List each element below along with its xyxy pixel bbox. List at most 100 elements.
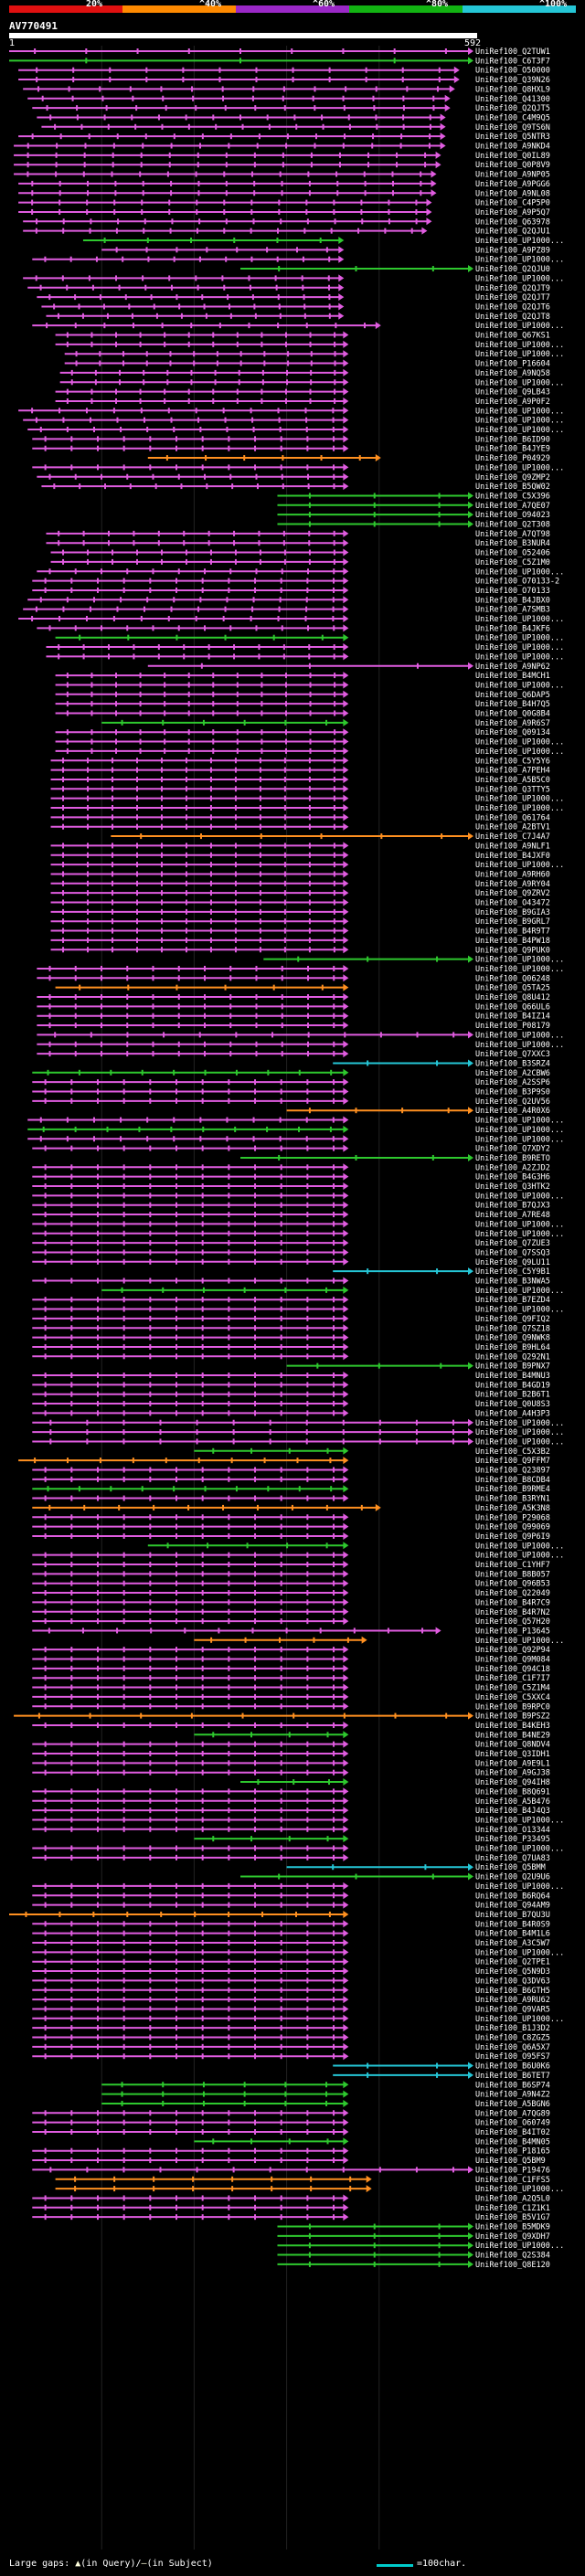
alignment-block [41,95,44,101]
alignment-block [280,1391,282,1397]
alignment-block [112,776,114,782]
alignment-block [334,360,336,366]
alignment-block [254,1656,257,1662]
hit-label: UniRef100_O43472 [475,899,550,908]
alignment-block [164,729,166,736]
alignment-block [58,653,60,660]
alignment-block [282,86,285,92]
alignment-block [333,1760,335,1766]
alignment-block [90,701,93,707]
alignment-block [122,1277,125,1284]
alignment-block [306,1552,309,1558]
alignment-block [169,360,172,366]
alignment-block [201,1807,204,1814]
alignment-block [280,1949,282,1956]
alignment-arrow [343,548,349,557]
hit-label: UniRef100_UP1000... [475,1816,564,1825]
alignment-block [96,1240,99,1246]
hit-label: UniRef100_C7J4A7 [475,832,550,842]
alignment-block [332,427,335,432]
alignment-block [44,1826,47,1832]
alignment-block [149,1467,152,1473]
alignment-block [209,928,212,934]
alignment-block [396,162,399,168]
alignment-block [176,2214,178,2221]
alignment-block [70,1845,73,1851]
alignment-block [333,1817,335,1823]
hit-label: UniRef100_B4G3H6 [475,1173,550,1182]
alignment-block [254,2110,257,2116]
alignment-block [122,1193,125,1199]
alignment-block [160,86,163,92]
alignment-block [257,1779,260,1786]
alignment-block [306,1797,309,1804]
alignment-block [96,1495,99,1501]
alignment-block [201,1949,204,1956]
alignment-block [261,729,263,736]
alignment-block [149,1797,152,1804]
alignment-block [149,1608,152,1615]
alignment-block [306,1958,309,1965]
alignment-block [280,1562,282,1567]
alignment-block [149,1930,152,1936]
alignment-block [254,1145,257,1151]
alignment-block [333,2129,335,2135]
alignment-block [96,1532,99,1539]
alignment-block [281,994,283,1000]
alignment-block [280,1183,282,1189]
alignment-block [254,1902,257,1908]
alignment-block [146,1117,149,1123]
hit-label: UniRef100_Q22049 [475,1589,550,1598]
alignment-block [114,190,117,196]
alignment-block [182,67,185,73]
alignment-block [44,1902,47,1908]
alignment-block [201,1202,204,1208]
alignment-block [149,1249,152,1256]
alignment-block [150,294,153,301]
alignment-block [96,1088,99,1095]
alignment-block [209,862,212,868]
alignment-block [306,2006,309,2012]
alignment-block [308,880,311,886]
alignment-block [280,1958,282,1965]
alignment-block [288,1447,291,1454]
alignment-block [402,114,405,121]
alignment-block [185,928,187,934]
alignment-block [254,2204,257,2210]
alignment-block [251,95,254,101]
alignment-arrow [343,1589,349,1597]
alignment-block [83,162,86,168]
alignment-block [338,152,341,158]
alignment-block [66,747,69,754]
alignment-block [267,1069,270,1076]
alignment-block [305,606,308,612]
alignment-block [271,1032,273,1038]
alignment-arrow [343,529,349,537]
alignment-block [142,143,144,149]
alignment-block [333,1373,335,1378]
alignment-block [48,625,51,631]
alignment-block [122,1391,125,1397]
hit-label: UniRef100_Q99069 [475,1523,550,1532]
alignment-block [122,1751,125,1756]
alignment-block [82,653,85,660]
alignment-block [280,1532,282,1539]
alignment-block [160,549,163,556]
alignment-arrow [343,2081,349,2089]
alignment-block [122,1921,125,1927]
alignment-block [228,1751,230,1756]
alignment-block [152,568,154,575]
alignment-block [310,2186,313,2192]
alignment-block [122,1562,125,1567]
alignment-block [62,814,65,821]
alignment-block [112,408,115,414]
hit-label: UniRef100_UP1000... [475,795,564,804]
hit-label: UniRef100_Q9NWK8 [475,1334,550,1343]
alignment-block [333,805,335,811]
alignment-block [333,587,335,593]
alignment-arrow [468,2251,473,2259]
alignment-block [187,682,190,688]
alignment-block [161,323,164,329]
alignment-arrow [343,1598,349,1606]
alignment-arrow [343,340,349,348]
